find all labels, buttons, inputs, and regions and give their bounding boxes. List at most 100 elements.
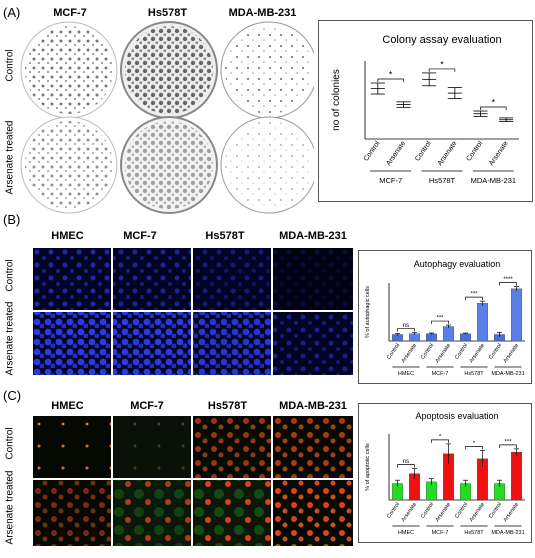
x-tick-label: Arsenate [488, 140, 510, 167]
micrograph-c-hmec-control [33, 416, 111, 478]
autophagy-micrographs [33, 248, 353, 375]
micrograph-b-mda-arsenate [273, 312, 353, 375]
micrograph-c-hs578t-control [193, 416, 271, 478]
significance-label: * [492, 98, 496, 108]
micrograph-c-hs578t-arsenate [193, 480, 271, 546]
group-label: Hs578T [464, 371, 484, 377]
plate-hs578t-control [120, 21, 218, 119]
autophagy-chart-box: Autophagy evaluation % of autophagic cell… [358, 250, 532, 384]
autophagy-chart: Autophagy evaluation % of autophagic cell… [365, 259, 525, 377]
significance-label: *** [470, 292, 478, 298]
significance-bracket [428, 68, 456, 72]
x-tick-label: Arsenate [437, 140, 459, 167]
panel-a-col-2: Hs578T [147, 7, 188, 19]
x-tick-label: Arsenate [401, 502, 419, 523]
panel-c-col-4: MDA-MB-231 [279, 400, 347, 412]
significance-label: *** [436, 316, 444, 322]
panel-a-label: (A) [3, 5, 21, 20]
group-label: MCF-7 [432, 371, 449, 377]
plate-mcf7-arsenate [20, 116, 118, 214]
x-tick-label: Control [386, 343, 401, 361]
x-tick-label: Arsenate [401, 343, 419, 364]
x-tick-label: Control [454, 343, 469, 361]
significance-bracket [465, 446, 483, 450]
plate-mda-arsenate [220, 116, 314, 214]
significance-bracket [397, 464, 415, 468]
group-label: Hs578T [464, 530, 484, 536]
panel-b-col-2: MCF-7 [123, 230, 157, 242]
micrograph-c-mcf7-arsenate [113, 480, 191, 546]
y-axis-label: no of colonies [331, 69, 342, 131]
panel-b-col-3: Hs578T [205, 230, 245, 242]
significance-label: * [389, 70, 393, 80]
significance-label: ns [403, 323, 409, 329]
bar [443, 326, 454, 342]
plate-mcf7-control [20, 21, 118, 119]
x-tick-label: Control [454, 502, 469, 520]
micrograph-b-mcf7-arsenate [113, 312, 191, 375]
x-tick-label: Control [386, 502, 401, 520]
group-label: Hs578T [429, 176, 456, 185]
significance-label: ns [403, 459, 409, 465]
micrograph-b-hs578t-arsenate [193, 312, 271, 375]
micrograph-c-mda-control [273, 416, 353, 478]
significance-bracket [397, 328, 415, 332]
significance-label: * [440, 59, 444, 69]
panel-c-label: (C) [3, 388, 22, 403]
panel-c-col-3: Hs578T [207, 400, 248, 412]
panel-b-row-2: Arsenate treated [4, 301, 16, 376]
bar [477, 303, 488, 342]
group-label: HMEC [398, 371, 414, 377]
significance-bracket [499, 282, 517, 286]
panel-c-col-1: HMEC [51, 400, 84, 412]
chart-title: Apoptosis evaluation [415, 411, 498, 421]
bar [511, 452, 522, 501]
micrograph-c-mda-arsenate [273, 480, 353, 546]
panel-b-col-4: MDA-MB-231 [279, 230, 347, 242]
micrograph-b-hmec-control [33, 248, 111, 310]
x-tick-label: Control [414, 140, 433, 163]
micrograph-b-mcf7-control [113, 248, 191, 310]
apoptosis-micrographs [33, 416, 353, 546]
panel-a-col-3: MDA-MB-231 [228, 7, 297, 19]
colony-plates [20, 21, 314, 214]
group-label: MCF-7 [432, 530, 449, 536]
apoptosis-chart-box: Apoptosis evaluation % of apoptotic cells… [358, 403, 532, 543]
bar [460, 333, 471, 342]
significance-bracket [431, 320, 449, 325]
x-tick-label: Control [488, 502, 503, 520]
colony-assay-chart: Colony assay evaluation no of colonies Con… [331, 34, 519, 185]
x-tick-label: Arsenate [503, 343, 521, 364]
x-tick-label: Arsenate [469, 343, 487, 364]
plate-hs578t-arsenate [120, 116, 218, 214]
x-tick-label: Control [363, 140, 382, 163]
significance-bracket [431, 439, 449, 443]
micrograph-b-hs578t-control [193, 248, 271, 310]
micrograph-b-hmec-arsenate [33, 312, 111, 375]
x-tick-label: Arsenate [435, 502, 453, 523]
micrograph-c-mcf7-control [113, 416, 191, 478]
significance-label: *** [504, 439, 512, 445]
x-tick-label: Control [420, 343, 435, 361]
chart-title: Colony assay evaluation [382, 34, 501, 46]
panel-c-col-2: MCF-7 [130, 400, 164, 412]
panel-a-col-1: MCF-7 [53, 7, 87, 19]
group-label: MDA-MB-231 [491, 530, 524, 536]
group-label: MCF-7 [379, 176, 402, 185]
significance-label: * [439, 434, 442, 440]
significance-bracket [377, 78, 404, 83]
x-tick-label: Arsenate [385, 140, 407, 167]
plate-mda-control [220, 21, 314, 119]
bar [511, 288, 522, 342]
panel-b-col-1: HMEC [51, 230, 84, 242]
bar [426, 333, 437, 342]
significance-bracket [480, 106, 507, 111]
x-tick-label: Arsenate [503, 502, 521, 523]
panel-b-label: (B) [3, 212, 21, 227]
significance-bracket [465, 296, 483, 301]
x-tick-label: Control [488, 343, 503, 361]
colony-chart-box: Colony assay evaluation no of colonies Con… [318, 20, 533, 202]
group-label: MDA-MB-231 [471, 176, 516, 185]
x-tick-label: Arsenate [469, 502, 487, 523]
significance-label: **** [503, 277, 513, 283]
